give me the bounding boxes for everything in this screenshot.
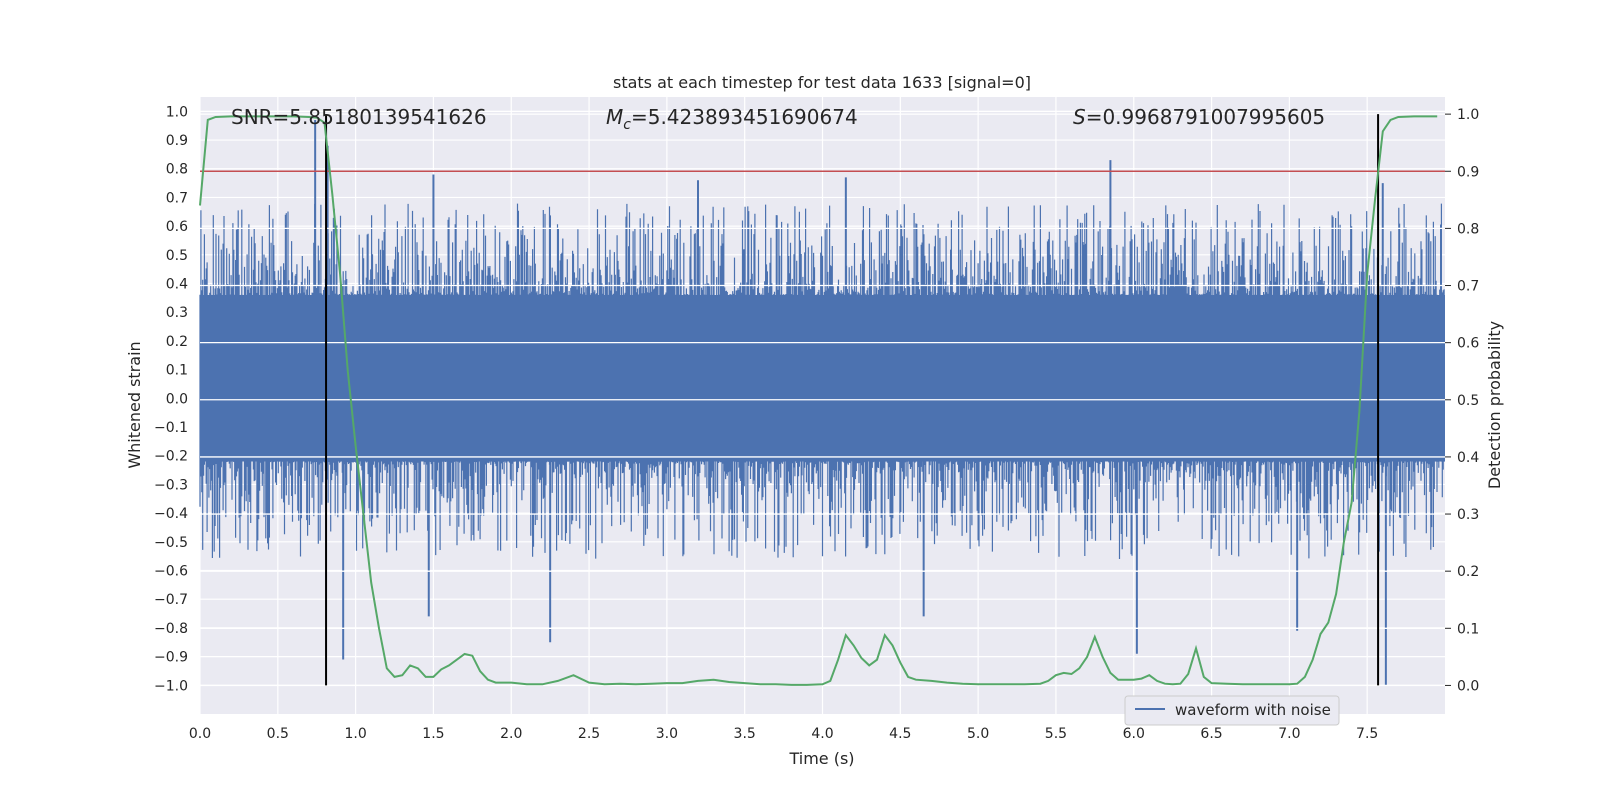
legend-label: waveform with noise — [1175, 701, 1331, 719]
legend: waveform with noise — [1124, 695, 1340, 726]
y-tick-label: 0.0 — [166, 391, 188, 407]
score-annotation: S=0.9968791007995605 — [1073, 105, 1325, 129]
score-symbol: S — [1073, 105, 1086, 129]
y2-tick-label: 0.7 — [1457, 279, 1479, 295]
y-tick-label: 0.7 — [166, 190, 188, 206]
x-tick-label: 6.0 — [1123, 726, 1145, 742]
x-axis-ticks: 0.0 0.5 1.0 1.5 2.0 2.5 3.0 3.5 4.0 4.5 5.0 5.5 6.0 6… — [189, 726, 1378, 742]
y-tick-label: −0.2 — [154, 449, 188, 465]
y-tick-label: −0.8 — [154, 621, 188, 637]
y-tick-label: 0.6 — [166, 219, 188, 235]
y2-tick-label: 1.0 — [1457, 107, 1479, 123]
x-tick-label: 7.5 — [1356, 726, 1378, 742]
y2-tick-label: 0.2 — [1457, 564, 1479, 580]
y2-tick-label: 0.9 — [1457, 164, 1479, 180]
score-value: =0.9968791007995605 — [1086, 105, 1325, 129]
y-tick-label: 0.5 — [166, 248, 188, 264]
y-tick-label: −0.4 — [154, 506, 188, 522]
vertical-markers — [325, 114, 1380, 686]
x-tick-label: 6.5 — [1200, 726, 1222, 742]
x-tick-label: 1.5 — [422, 726, 444, 742]
x-axis-label: Time (s) — [788, 749, 854, 768]
chirp-mass-symbol: M — [606, 105, 623, 129]
y-tick-label: −0.7 — [154, 592, 188, 608]
y-tick-label: −0.6 — [154, 564, 188, 580]
y2-axis-label: Detection probability — [1485, 321, 1504, 489]
y-tick-label: −0.9 — [154, 650, 188, 666]
legend-box — [1124, 695, 1340, 726]
waveform-core — [200, 295, 1445, 462]
x-tick-label: 4.0 — [811, 726, 833, 742]
x-tick-label: 0.0 — [189, 726, 211, 742]
chirp-mass-subscript: c — [623, 117, 631, 133]
y2-tick-label: 0.4 — [1457, 450, 1479, 466]
x-tick-label: 7.0 — [1278, 726, 1300, 742]
chirp-mass-annotation: Mc=5.423893451690674 — [606, 105, 858, 133]
chart-title: stats at each timestep for test data 163… — [613, 73, 1031, 92]
y2-tick-label: 0.3 — [1457, 507, 1479, 523]
y-tick-label: 0.4 — [166, 277, 188, 293]
y-axis-ticks: 1.0 0.9 0.8 0.7 0.6 0.5 0.4 0.3 0.2 0.1 0.0 −0.1 −0.… — [154, 104, 188, 694]
y-axis-label: Whitened strain — [125, 341, 144, 468]
y-tick-label: 0.3 — [166, 305, 188, 321]
snr-annotation: SNR=5.85180139541626 — [231, 105, 487, 129]
x-tick-label: 4.5 — [889, 726, 911, 742]
x-tick-label: 0.5 — [267, 726, 289, 742]
y-tick-label: 0.8 — [166, 162, 188, 178]
detection-probability-line — [199, 115, 1438, 686]
y2-tick-label: 0.1 — [1457, 621, 1479, 637]
y2-tick-label: 0.8 — [1457, 221, 1479, 237]
x-tick-label: 1.0 — [344, 726, 366, 742]
y-tick-label: −0.5 — [154, 535, 188, 551]
y2-tick-label: 0.6 — [1457, 336, 1479, 352]
waveform-series — [199, 119, 1445, 686]
y-tick-label: −0.1 — [154, 420, 188, 436]
y-tick-label: −1.0 — [154, 678, 188, 694]
y-tick-label: 1.0 — [166, 104, 188, 120]
x-tick-label: 2.0 — [500, 726, 522, 742]
x-tick-label: 5.0 — [967, 726, 989, 742]
detection-probability-series — [199, 115, 1438, 686]
y2-tick-label: 0.5 — [1457, 393, 1479, 409]
x-tick-label: 3.5 — [734, 726, 756, 742]
y-tick-label: 0.1 — [166, 363, 188, 379]
x-tick-label: 2.5 — [578, 726, 600, 742]
y2-tick-label: 0.0 — [1457, 678, 1479, 694]
x-tick-label: 3.0 — [656, 726, 678, 742]
y-tick-label: 0.2 — [166, 334, 188, 350]
y-tick-label: −0.3 — [154, 477, 188, 493]
y2-axis-ticks: 1.0 0.9 0.8 0.7 0.6 0.5 0.4 0.3 0.2 0.1 0.0 — [1445, 107, 1479, 694]
y-tick-label: 0.9 — [166, 133, 188, 149]
x-tick-label: 5.5 — [1045, 726, 1067, 742]
chirp-mass-value: =5.423893451690674 — [631, 105, 858, 129]
